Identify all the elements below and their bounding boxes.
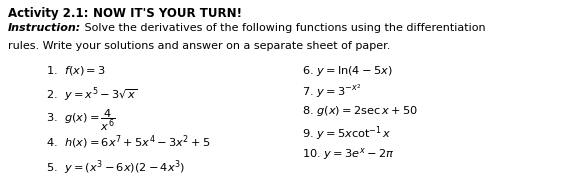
Text: 2.  $y = x^5 - 3\sqrt{x}$: 2. $y = x^5 - 3\sqrt{x}$ [46, 85, 137, 104]
Text: 5.  $y = (x^3-6x)(2-4x^3)$: 5. $y = (x^3-6x)(2-4x^3)$ [46, 158, 185, 177]
Text: 4.  $h(x) = 6x^7+5x^4-3x^2+5$: 4. $h(x) = 6x^7+5x^4-3x^2+5$ [46, 134, 210, 151]
Text: NOW IT'S YOUR TURN!: NOW IT'S YOUR TURN! [92, 7, 242, 20]
Text: rules. Write your solutions and answer on a separate sheet of paper.: rules. Write your solutions and answer o… [8, 41, 390, 51]
Text: 10. $y = 3e^x - 2\pi$: 10. $y = 3e^x - 2\pi$ [302, 146, 394, 162]
Text: Solve the derivatives of the following functions using the differentiation: Solve the derivatives of the following f… [82, 23, 486, 33]
Text: 1.  $f(x) = 3$: 1. $f(x) = 3$ [46, 64, 105, 77]
Text: Instruction:: Instruction: [8, 23, 82, 33]
Text: 6. $y = \ln(4-5x)$: 6. $y = \ln(4-5x)$ [302, 64, 393, 78]
Text: 3.  $g(x) = \dfrac{4}{x^6}$: 3. $g(x) = \dfrac{4}{x^6}$ [46, 108, 115, 133]
Text: Activity 2.1:: Activity 2.1: [8, 7, 92, 20]
Text: 9. $y = 5x\cot^{-1}x$: 9. $y = 5x\cot^{-1}x$ [302, 124, 392, 143]
Text: 7. $y = 3^{-x^2}$: 7. $y = 3^{-x^2}$ [302, 83, 361, 100]
Text: 8. $g(x) = 2\sec x + 50$: 8. $g(x) = 2\sec x + 50$ [302, 104, 418, 118]
